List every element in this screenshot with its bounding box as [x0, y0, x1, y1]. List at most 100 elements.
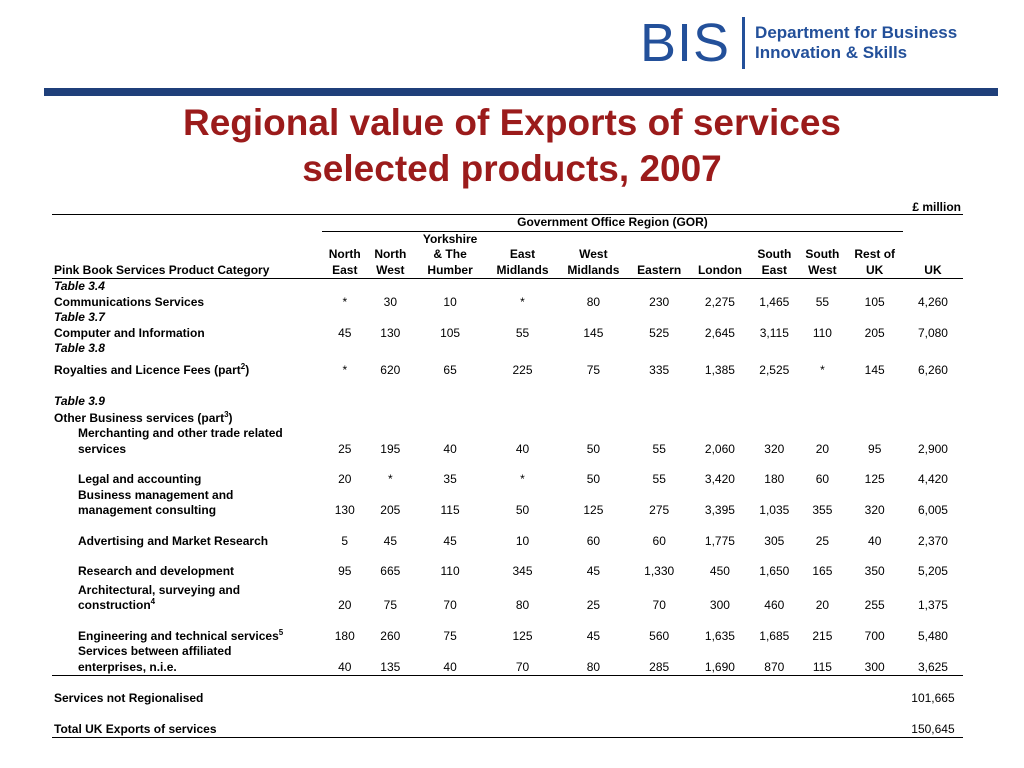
table-cell: 5,480: [917, 628, 948, 643]
table-row: Engineering and technical services5 180 2…: [52, 628, 963, 645]
table-cell: 460: [764, 598, 785, 612]
table-cell: 345: [512, 564, 533, 578]
column-header: UK: [902, 231, 963, 279]
table-cell: 70: [443, 598, 457, 612]
table-cell: 2,645: [704, 325, 735, 340]
row-label: Other Business services (part3): [54, 409, 233, 425]
table-row-total: Total UK Exports of services 150,645: [52, 721, 963, 738]
table-cell: 560: [649, 628, 670, 643]
table-cell: 205: [864, 325, 885, 340]
table-cell: 3,395: [704, 503, 735, 517]
title-line-2: selected products, 2007: [302, 148, 722, 189]
table-cell: 260: [380, 628, 401, 643]
row-label: Research and development: [78, 564, 235, 578]
table-cell: 1,035: [759, 503, 790, 517]
table-cell: 125: [864, 472, 885, 486]
logo-department-name: Department for Business Innovation & Ski…: [755, 23, 957, 63]
table-cell: 145: [864, 363, 885, 377]
table-cell: 55: [515, 325, 530, 340]
table-cell: 2,060: [704, 441, 735, 456]
logo-line-1: Department for Business: [755, 23, 958, 42]
table-cell: 40: [443, 441, 457, 456]
table-ref: Table 3.9: [54, 393, 105, 408]
table-cell: 205: [380, 503, 401, 517]
table-cell: 80: [586, 659, 601, 674]
row-label: Architectural, surveying and construction…: [78, 582, 241, 613]
row-label: Royalties and Licence Fees (part2): [54, 362, 250, 378]
table-cell: 35: [443, 472, 457, 486]
table-cell: 25: [815, 533, 830, 548]
table-ref: Table 3.4: [54, 279, 105, 293]
table-cell: 40: [338, 659, 352, 674]
table-cell: 110: [440, 564, 460, 578]
column-header: North West: [367, 231, 414, 279]
table-cell: 6,260: [917, 363, 948, 377]
logo-line-2: Innovation & Skills: [755, 43, 908, 62]
row-label: Computer and Information: [54, 325, 205, 340]
table-cell: 700: [864, 628, 885, 643]
table-cell: 300: [709, 598, 730, 612]
table-cell: 255: [864, 598, 885, 612]
table-cell: *: [387, 472, 393, 486]
table-row: Business management and management consul…: [52, 488, 963, 519]
table-cell: 125: [583, 503, 604, 517]
column-header: Eastern: [628, 231, 690, 279]
table-cell: 3,420: [704, 472, 735, 486]
table-row: Royalties and Licence Fees (part2) * 620 6…: [52, 357, 963, 379]
table-cell: 105: [864, 294, 885, 309]
table-cell: 180: [764, 472, 785, 486]
table-cell: *: [342, 294, 348, 309]
table-cell: 1,465: [759, 294, 790, 309]
table-cell: 80: [586, 294, 601, 309]
table-cell: 320: [864, 503, 885, 517]
table-cell: 75: [383, 598, 397, 612]
table-cell: 40: [868, 533, 882, 548]
table-cell: 215: [812, 628, 833, 643]
table-cell: 1,330: [644, 564, 675, 578]
table-row: Architectural, surveying and construction…: [52, 580, 963, 614]
table-cell: 1,375: [917, 598, 948, 612]
table-cell: 10: [443, 294, 457, 309]
table-cell: 40: [443, 659, 457, 674]
table-cell: 620: [380, 363, 401, 377]
table-ref-row: Table 3.9: [52, 394, 963, 410]
gor-group-header: Government Office Region (GOR): [322, 214, 903, 232]
table-cell: 3,115: [759, 325, 789, 340]
table-cell: 55: [652, 441, 666, 456]
table-cell: *: [520, 294, 525, 309]
table-cell: 525: [649, 325, 670, 340]
table-cell: 1,385: [704, 363, 735, 377]
row-label: Services between affiliated enterprises, …: [78, 644, 232, 674]
table-cell: 55: [652, 472, 666, 486]
column-header: South West: [798, 231, 847, 279]
table-ref-row: Table 3.8: [52, 341, 963, 357]
table-cell: 2,900: [917, 441, 948, 456]
table-cell: 130: [380, 325, 401, 340]
table-cell: 40: [515, 441, 530, 456]
table-cell: 75: [586, 363, 601, 377]
table-ref-row: Table 3.7: [52, 310, 963, 326]
row-label: Services not Regionalised: [54, 691, 204, 705]
table-ref: Table 3.7: [54, 310, 105, 324]
table-cell: *: [820, 363, 825, 377]
table-cell: 3,625: [917, 659, 948, 674]
table-cell: 20: [338, 472, 352, 486]
table-cell: 25: [586, 598, 601, 612]
row-label: Communications Services: [54, 294, 205, 309]
table-cell: 1,650: [759, 564, 790, 578]
table-cell: 50: [586, 441, 601, 456]
table-cell: 4,260: [917, 294, 948, 309]
column-header: Rest of UK: [846, 231, 903, 279]
table-cell: 60: [586, 533, 601, 548]
table-cell: 115: [440, 503, 460, 517]
table-cell: 6,005: [917, 503, 948, 517]
table-cell: 300: [864, 659, 885, 674]
column-header-row: Pink Book Services Product Category Nort…: [52, 231, 963, 279]
table-cell: 135: [380, 659, 401, 674]
table-row: Services between affiliated enterprises, …: [52, 644, 963, 676]
table-cell: 50: [586, 472, 601, 486]
table-cell: 450: [709, 564, 730, 578]
table-cell: 80: [515, 598, 530, 612]
table-ref: Table 3.8: [54, 341, 105, 355]
table-cell: 285: [649, 659, 670, 674]
